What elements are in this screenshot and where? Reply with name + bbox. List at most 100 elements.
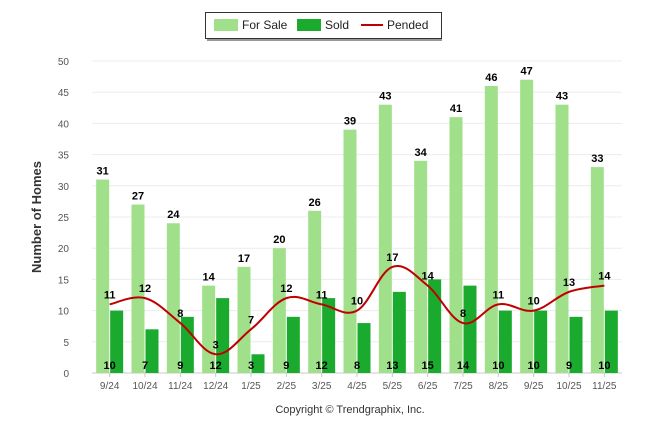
bar-sold [145, 329, 159, 373]
x-tick-label: 2/25 [277, 381, 297, 392]
x-tick-label: 11/24 [168, 381, 193, 392]
pended-value-label: 12 [139, 283, 151, 295]
x-tick-label: 8/25 [489, 381, 509, 392]
for-sale-value-label: 47 [521, 66, 533, 78]
bar-for-sale [449, 117, 463, 373]
pended-value-label: 3 [213, 339, 219, 351]
pended-value-label: 13 [563, 277, 575, 289]
for-sale-value-label: 39 [344, 116, 356, 128]
bar-for-sale [590, 167, 604, 373]
bar-sold [110, 310, 124, 373]
bar-for-sale [96, 179, 110, 373]
y-tick-label: 0 [63, 369, 69, 380]
for-sale-value-label: 20 [273, 234, 285, 246]
y-tick-label: 25 [58, 213, 70, 224]
legend-swatch-sold [297, 19, 321, 31]
x-tick-label: 11/25 [592, 381, 617, 392]
bar-sold [251, 354, 265, 373]
legend-label-pended: Pended [387, 18, 428, 32]
sold-value-label: 12 [210, 360, 222, 372]
x-tick-label: 5/25 [383, 381, 403, 392]
y-tick-label: 45 [58, 88, 70, 99]
sold-value-label: 9 [566, 360, 572, 372]
pended-value-label: 11 [104, 289, 116, 301]
x-tick-label: 10/24 [132, 381, 157, 392]
pended-value-label: 12 [280, 283, 292, 295]
bar-for-sale [237, 266, 251, 373]
pended-value-label: 10 [351, 296, 363, 308]
for-sale-value-label: 43 [556, 91, 568, 103]
y-tick-label: 10 [58, 307, 70, 318]
bar-sold [534, 310, 548, 373]
sold-value-label: 3 [248, 360, 254, 372]
y-tick-label: 35 [58, 151, 70, 162]
bar-for-sale [343, 129, 357, 373]
x-tick-label: 12/24 [203, 381, 228, 392]
bar-for-sale [308, 210, 322, 373]
x-tick-label: 9/24 [100, 381, 120, 392]
legend: For Sale Sold Pended [205, 12, 442, 41]
sold-value-label: 7 [142, 360, 148, 372]
data-labels: 3110277249141217320926123984313341541144… [97, 66, 612, 372]
pended-value-label: 14 [598, 271, 611, 283]
bar-for-sale [131, 204, 145, 373]
legend-label-sold: Sold [325, 18, 349, 32]
y-tick-label: 15 [58, 275, 70, 286]
bar-sold [286, 316, 300, 373]
bar-sold [357, 323, 371, 373]
legend-swatch-for-sale [214, 19, 238, 31]
legend-label-for-sale: For Sale [242, 18, 288, 32]
pended-line [109, 265, 605, 356]
bar-for-sale [272, 248, 286, 373]
pended-line-layer [109, 265, 605, 356]
sold-value-label: 9 [177, 360, 183, 372]
x-tick-label: 10/25 [556, 381, 581, 392]
sold-value-label: 14 [457, 360, 470, 372]
bar-sold [322, 298, 336, 373]
sold-value-label: 10 [598, 360, 610, 372]
pended-value-label: 11 [316, 289, 328, 301]
bar-sold [604, 310, 618, 373]
pended-value-label: 14 [422, 271, 435, 283]
sold-value-label: 9 [283, 360, 289, 372]
y-tick-label: 40 [58, 119, 70, 130]
for-sale-value-label: 27 [132, 191, 144, 203]
sold-value-label: 12 [316, 360, 328, 372]
sold-value-label: 10 [528, 360, 540, 372]
pended-value-label: 7 [248, 314, 254, 326]
y-tick-label: 30 [58, 182, 70, 193]
copyright-credit: Copyright © Trendgraphix, Inc. [275, 404, 424, 416]
x-tick-label: 7/25 [453, 381, 473, 392]
sold-value-label: 13 [386, 360, 398, 372]
for-sale-value-label: 41 [450, 103, 462, 115]
y-tick-label: 5 [63, 338, 69, 349]
for-sale-value-label: 31 [97, 166, 109, 178]
bar-for-sale [484, 85, 498, 374]
x-tick-label: 6/25 [418, 381, 438, 392]
for-sale-value-label: 43 [379, 91, 391, 103]
bar-for-sale [555, 104, 569, 374]
x-tick-label: 9/25 [524, 381, 544, 392]
bar-sold [569, 316, 583, 373]
for-sale-value-label: 34 [415, 147, 428, 159]
grid-lines [92, 60, 622, 374]
x-tick-label: 4/25 [347, 381, 367, 392]
x-axis-ticks: 9/24 10/24 11/24 12/24 1/25 2/25 3/25 4/25 5/25 6… [100, 373, 617, 392]
sold-value-label: 8 [354, 360, 360, 372]
for-sale-value-label: 17 [238, 253, 250, 265]
pended-value-label: 10 [528, 296, 540, 308]
y-axis-title: Number of Homes [29, 161, 44, 273]
y-axis-ticks: 0 5 10 15 20 25 30 35 40 45 50 [58, 57, 70, 380]
for-sale-value-label: 14 [203, 272, 216, 284]
bar-for-sale [520, 79, 534, 373]
for-sale-value-label: 24 [167, 209, 180, 221]
x-tick-label: 3/25 [312, 381, 332, 392]
pended-value-label: 17 [386, 252, 398, 264]
pended-value-label: 8 [177, 308, 183, 320]
bar-for-sale [202, 285, 216, 373]
bar-for-sale [166, 223, 180, 373]
bar-sold [392, 291, 406, 373]
legend-box [205, 12, 442, 39]
